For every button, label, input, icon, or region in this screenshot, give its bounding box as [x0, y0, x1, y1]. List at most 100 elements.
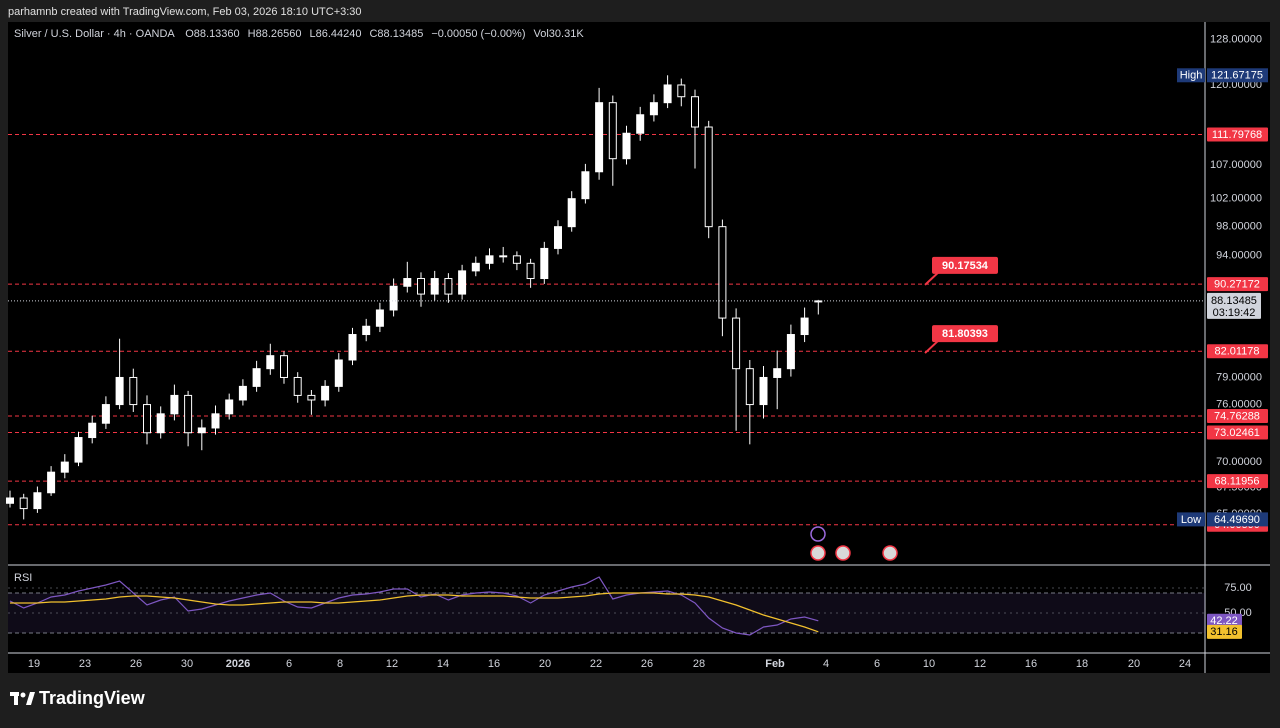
high-label: High	[1180, 70, 1203, 82]
x-tick-label: 12	[974, 658, 986, 670]
low-price: 64.49690	[1214, 514, 1260, 526]
x-tick-label: 18	[1076, 658, 1088, 670]
candle-body	[348, 334, 357, 361]
candle-body	[526, 262, 535, 280]
high-price-tag	[1207, 68, 1268, 83]
y-tick-label: 102.00000	[1210, 193, 1262, 205]
y-tick-label: 107.00000	[1210, 159, 1262, 171]
last-price-tag	[1207, 292, 1261, 319]
candle-body	[704, 126, 713, 228]
level-label: 111.79768	[1212, 129, 1262, 141]
candle-body	[225, 399, 234, 415]
callout-box	[932, 325, 998, 343]
candle-body	[74, 437, 83, 463]
level-tag	[1207, 425, 1268, 440]
logo-part	[14, 692, 18, 705]
x-tick-label: 30	[181, 658, 193, 670]
event-icon[interactable]	[882, 545, 898, 561]
candle-body	[129, 376, 138, 406]
level-label: 82.01178	[1214, 346, 1259, 358]
candle-body	[334, 359, 343, 387]
event-icon[interactable]	[835, 545, 851, 561]
x-tick-label: 24	[1179, 658, 1191, 670]
candle-body	[389, 285, 398, 311]
x-tick-label: 16	[488, 658, 500, 670]
x-tick-label: 26	[130, 658, 142, 670]
rsi-line	[9, 576, 819, 636]
candle-body	[663, 84, 672, 104]
ohlc-value: −0.00050 (−0.00%)	[431, 28, 525, 40]
x-tick-label: 12	[386, 658, 398, 670]
candle-body	[554, 226, 562, 249]
candle-body	[581, 171, 590, 200]
x-tick-label: 22	[590, 658, 602, 670]
footer-brand: TradingView	[39, 688, 146, 708]
rsi-line	[10, 592, 819, 633]
countdown: 03:19:42	[1213, 307, 1256, 319]
y-tick-label: 98.00000	[1216, 221, 1262, 233]
x-tick-label: 20	[539, 658, 551, 670]
x-tick-label: 14	[437, 658, 449, 670]
logo-part	[26, 692, 35, 705]
candle-body	[143, 404, 151, 434]
candle-body	[60, 461, 69, 473]
candle-body	[88, 422, 97, 439]
x-tick-label: 23	[79, 658, 91, 670]
candle-body	[773, 368, 782, 378]
candle-body	[307, 394, 316, 401]
candle-body	[471, 262, 480, 272]
candle-body	[252, 368, 261, 387]
y-tick-label: 128.00000	[1210, 34, 1262, 46]
event-icon[interactable]	[810, 545, 826, 561]
candle-body	[101, 404, 110, 424]
x-tick-label: 6	[286, 658, 292, 670]
candle-body	[430, 278, 439, 295]
x-tick-label: 2026	[226, 658, 250, 670]
x-tick-label: 10	[923, 658, 935, 670]
rsi-title: RSI	[14, 572, 32, 584]
candle-body	[417, 278, 425, 295]
level-tag	[1207, 344, 1268, 359]
candle-body	[170, 394, 179, 415]
candle-body	[47, 471, 56, 494]
callout-label: 90.17534	[942, 260, 989, 272]
x-tick-label: 6	[874, 658, 880, 670]
x-tick-label: 4	[823, 658, 829, 670]
low-price-tag	[1207, 512, 1268, 527]
footer-logo	[10, 692, 35, 705]
ohlc-value: O88.13360	[185, 28, 239, 40]
candle-body	[293, 376, 302, 396]
level-label: 74.76288	[1214, 410, 1260, 422]
rsi-last-label: 42.22	[1210, 615, 1238, 627]
candle-body	[403, 278, 412, 287]
candle-body	[540, 247, 549, 280]
event-icons	[810, 526, 898, 561]
candle-body	[156, 413, 165, 434]
x-tick-label: 26	[641, 658, 653, 670]
candle-body	[211, 413, 220, 429]
candle-body	[375, 309, 384, 327]
candle-body	[362, 325, 371, 336]
candle-body	[19, 497, 28, 510]
candle-body	[649, 102, 658, 116]
event-icon[interactable]	[810, 526, 826, 542]
candle-body	[636, 114, 645, 134]
candle-body	[499, 255, 508, 258]
candle-body	[238, 385, 247, 401]
ohlc-value: L86.44240	[309, 28, 361, 40]
candle-body	[458, 270, 467, 295]
ohlc-value: Vol30.31K	[534, 28, 585, 40]
candle-body	[33, 492, 42, 510]
candle-body	[677, 84, 686, 98]
candle-body	[759, 376, 768, 406]
candle-body	[485, 255, 494, 264]
candle-body	[444, 278, 453, 295]
legend: Silver / U.S. Dollar · 4h · OANDA O88.13…	[14, 28, 584, 40]
x-tick-label: 19	[28, 658, 40, 670]
y-tick-label: 76.00000	[1216, 398, 1262, 410]
x-tick-label: 16	[1025, 658, 1037, 670]
level-tag	[1207, 409, 1268, 424]
level-tag	[1207, 277, 1268, 292]
rsi-last-tag	[1207, 624, 1242, 639]
level-tag	[1207, 127, 1268, 142]
